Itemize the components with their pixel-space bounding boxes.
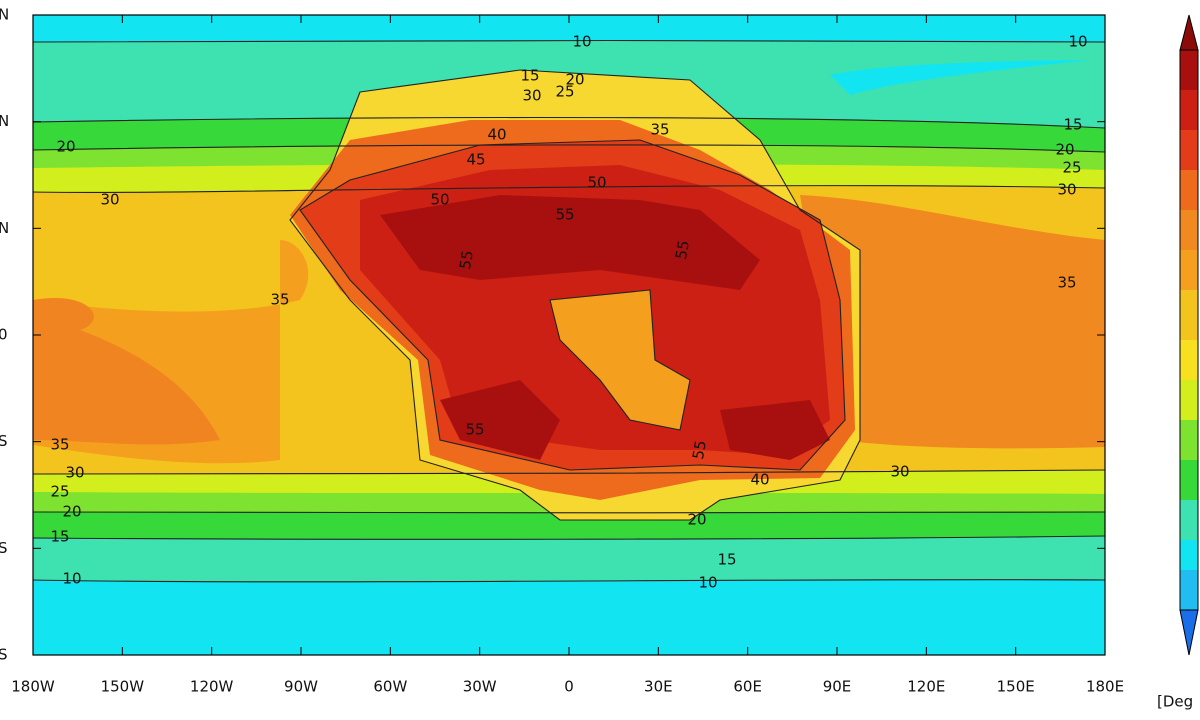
- colorbar-unit: [Deg: [1157, 693, 1193, 711]
- contour-label: 15: [1063, 116, 1082, 134]
- colorbar-swatch: [1180, 340, 1198, 380]
- colorbar-swatch: [1180, 420, 1198, 460]
- isotherm-20-s: [32, 511, 1106, 514]
- contour-labels: 10 10 15 20 25 30 35 40 45 50 50 55 55 5…: [50, 33, 1087, 592]
- contour-label: 10: [572, 33, 591, 51]
- contour-label: 55: [689, 439, 710, 461]
- contour-label: 30: [65, 464, 84, 482]
- contour-label: 50: [430, 191, 449, 209]
- contour-label: 40: [487, 126, 506, 144]
- land-55-southwest: [440, 380, 560, 460]
- axes: 180W 150W 120W 90W 60W 30W 0 30E 60E 90E 120E 150E 1…: [0, 6, 1124, 696]
- contour-label: 10: [62, 570, 81, 588]
- band-40-west: [33, 297, 220, 445]
- x-tick-label: 60E: [733, 678, 762, 696]
- colorbar-swatch: [1180, 170, 1198, 210]
- inland-sea: [550, 290, 690, 430]
- x-tick-label: 180E: [1086, 678, 1124, 696]
- isotherms: [32, 39, 1106, 583]
- contour-label: 30: [522, 87, 541, 105]
- supercontinent: [289, 69, 861, 521]
- contour-label: 10: [1068, 33, 1087, 51]
- contour-label: 20: [1055, 141, 1074, 159]
- colorbar-swatch: [1180, 500, 1198, 540]
- isotherm-30-n: [32, 185, 1106, 193]
- colorbar-swatch: [1180, 290, 1198, 340]
- colorbar: [Deg: [1157, 14, 1199, 711]
- contour-label: 25: [1062, 159, 1081, 177]
- colorbar-swatch: [1180, 540, 1198, 570]
- cold-patch: [830, 60, 1090, 95]
- contour-label: 25: [50, 483, 69, 501]
- contour-label: 30: [890, 463, 909, 481]
- contour-label: 55: [555, 206, 574, 224]
- coastline: [289, 69, 861, 521]
- colorbar-swatch: [1180, 460, 1198, 500]
- isotherm-10-n: [32, 39, 1106, 43]
- colorbar-top: [1179, 14, 1199, 51]
- x-tick-label: 30E: [644, 678, 673, 696]
- contour-label: 35: [650, 121, 669, 139]
- y-tick-label: 0: [0, 326, 8, 344]
- inland-coast: [549, 289, 691, 431]
- contour-label: 20: [565, 71, 584, 89]
- contour-label: 25: [555, 83, 574, 101]
- contour-label: 10: [698, 574, 717, 592]
- isotherm-10-s: [32, 579, 1106, 583]
- y-tick-label: S: [0, 646, 8, 664]
- contour-label: 50: [587, 174, 606, 192]
- contour-label: 45: [466, 151, 485, 169]
- isotherm-15-n: [32, 116, 1106, 129]
- contour-label: 55: [672, 239, 693, 261]
- isotherm-20-n: [32, 144, 1106, 153]
- band-south-lobe: [310, 394, 410, 470]
- contour-label: 15: [520, 67, 539, 85]
- colorbar-swatch: [1180, 210, 1198, 250]
- x-tick-label: 120W: [190, 678, 234, 696]
- x-tick-label: 90E: [823, 678, 852, 696]
- contour-label: 55: [465, 421, 484, 439]
- land-55-north: [380, 195, 760, 290]
- contour-label: 40: [750, 471, 769, 489]
- contour-label: 30: [1057, 181, 1076, 199]
- colorbar-swatch: [1180, 130, 1198, 170]
- band-40-east: [800, 195, 1105, 449]
- x-tick-label: 60W: [373, 678, 407, 696]
- contour-label: 35: [50, 436, 69, 454]
- x-tick-label: 90W: [284, 678, 318, 696]
- x-tick-label: 0: [564, 678, 574, 696]
- y-tick-label: N: [0, 112, 9, 130]
- colorbar-swatch: [1180, 50, 1198, 90]
- colorbar-swatch: [1180, 380, 1198, 420]
- y-tick-label: N: [0, 6, 9, 24]
- contour-label: 15: [50, 528, 69, 546]
- isotherm-15-s: [32, 535, 1106, 540]
- y-tick-label: S: [0, 432, 8, 450]
- contour-label: 20: [687, 511, 706, 529]
- contour-label: 55: [456, 249, 477, 271]
- x-tick-label: 30W: [463, 678, 497, 696]
- contour-label: 20: [56, 138, 75, 156]
- colorbar-bottom: [1179, 609, 1199, 656]
- contour-label: 20: [62, 503, 81, 521]
- x-tick-label: 120E: [907, 678, 945, 696]
- x-tick-label: 150E: [997, 678, 1035, 696]
- colorbar-swatch: [1180, 250, 1198, 290]
- contour-label: 30: [100, 191, 119, 209]
- y-tick-label: S: [0, 539, 8, 557]
- x-tick-label: 180W: [11, 678, 55, 696]
- colorbar-swatch: [1180, 570, 1198, 610]
- colorbar-swatch: [1180, 90, 1198, 130]
- y-tick-label: N: [0, 219, 9, 237]
- isotherm-45: [299, 139, 846, 471]
- x-tick-label: 150W: [101, 678, 145, 696]
- colorbar-frame: [1179, 49, 1199, 611]
- contour-label: 15: [717, 551, 736, 569]
- land-55-southeast: [720, 400, 830, 460]
- contour-label: 35: [270, 291, 289, 309]
- contour-label: 35: [1057, 274, 1076, 292]
